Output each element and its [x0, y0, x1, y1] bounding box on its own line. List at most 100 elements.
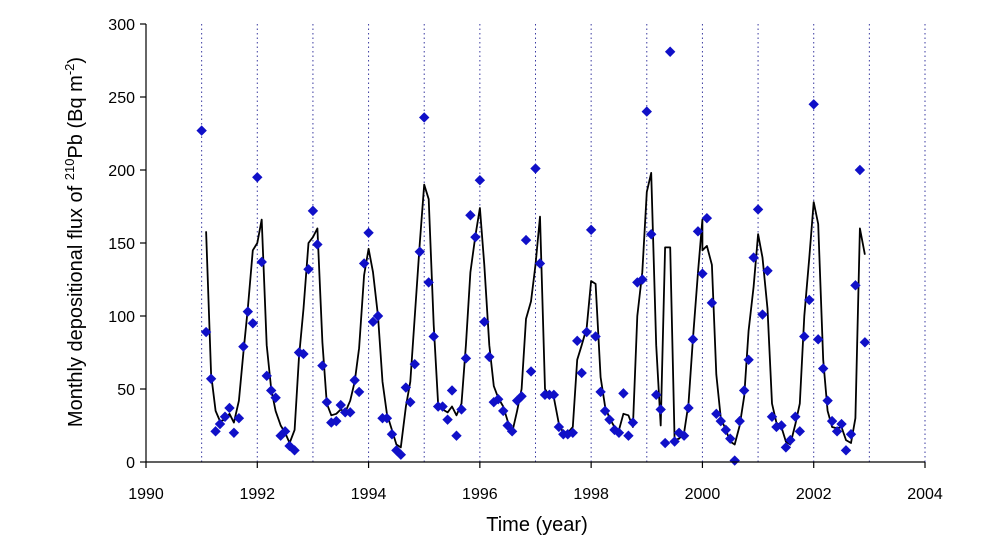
y-axis-title: Monthly depositional flux of 210Pb (Bq m…: [62, 57, 87, 427]
observed-point-46: [409, 358, 420, 370]
observed-point-142: [854, 164, 866, 176]
observed-point-43: [395, 449, 407, 460]
observed-point-111: [711, 408, 722, 420]
observed-point-72: [530, 163, 541, 174]
y-tick-label-250: 250: [108, 90, 135, 107]
observed-point-16: [270, 392, 281, 403]
observed-point-27: [321, 396, 333, 408]
x-tick-label-2002: 2002: [796, 486, 832, 503]
observed-point-80: [567, 427, 578, 438]
y-axis-title-unit-close: ): [65, 57, 87, 64]
y-axis-title-unit-open: (Bq m: [65, 75, 87, 134]
observed-point-41: [386, 429, 398, 440]
observed-point-79: [562, 429, 573, 440]
observed-point-86: [595, 386, 606, 398]
observed-point-22: [298, 348, 309, 360]
model-line: [205, 172, 866, 449]
observed-point-33: [349, 375, 360, 386]
observed-point-5: [219, 411, 231, 422]
observed-point-106: [687, 334, 699, 345]
observed-point-95: [637, 274, 648, 285]
observed-point-126: [780, 442, 792, 453]
observed-point-102: [669, 436, 680, 447]
observed-point-66: [502, 420, 513, 431]
observed-point-32: [345, 407, 356, 418]
observed-point-18: [279, 426, 291, 437]
y-axis-title-isotope-mass: 210: [62, 159, 77, 181]
observed-point-140: [845, 429, 857, 440]
observed-point-0: [196, 125, 207, 136]
observed-point-128: [790, 411, 801, 422]
axes: [140, 23, 926, 468]
observed-point-114: [725, 433, 736, 444]
observed-point-57: [460, 353, 472, 364]
observed-point-85: [590, 331, 601, 342]
observed-point-38: [372, 310, 384, 322]
y-tick-label-300: 300: [108, 17, 135, 34]
y-tick-label-0: 0: [126, 455, 135, 472]
observed-point-62: [484, 351, 495, 363]
observed-point-120: [752, 204, 764, 215]
y-tick-label-150: 150: [108, 236, 135, 253]
vertical-gridlines: [201, 24, 926, 462]
observed-point-40: [381, 413, 393, 424]
observed-point-91: [618, 388, 629, 399]
observed-points-series: [196, 46, 871, 466]
observed-point-84: [585, 224, 597, 236]
observed-point-83: [581, 326, 592, 338]
observed-point-9: [238, 341, 249, 352]
observed-point-14: [261, 370, 272, 382]
x-tick-label-2000: 2000: [685, 486, 721, 503]
observed-point-130: [799, 331, 810, 342]
observed-point-10: [242, 306, 254, 317]
observed-point-97: [646, 229, 657, 240]
observed-point-119: [748, 252, 759, 263]
observed-point-132: [808, 99, 819, 110]
observed-point-113: [720, 424, 731, 436]
observed-point-125: [776, 420, 787, 431]
x-tick-label-1996: 1996: [462, 486, 498, 503]
observed-point-71: [525, 366, 537, 377]
observed-point-7: [228, 427, 240, 438]
observed-point-98: [651, 389, 662, 401]
observed-point-59: [470, 231, 481, 243]
observed-point-3: [210, 426, 221, 437]
observed-point-49: [423, 277, 434, 288]
observed-point-52: [437, 401, 448, 412]
observed-point-58: [465, 210, 476, 221]
observed-point-12: [252, 172, 263, 183]
x-tick-label-1990: 1990: [128, 486, 164, 503]
observed-point-105: [683, 402, 694, 414]
observed-point-34: [353, 386, 365, 398]
observed-point-110: [706, 297, 718, 309]
observed-point-129: [794, 426, 806, 437]
observed-point-123: [766, 411, 778, 422]
observed-point-109: [701, 212, 713, 224]
observed-point-15: [265, 385, 277, 396]
observed-point-133: [812, 334, 824, 345]
observed-point-138: [836, 418, 847, 430]
observed-point-87: [599, 405, 611, 417]
observed-point-122: [762, 265, 773, 276]
observed-point-55: [451, 430, 462, 441]
observed-point-73: [534, 258, 546, 269]
observed-point-76: [548, 389, 560, 401]
observed-point-67: [506, 426, 518, 437]
observed-point-108: [697, 268, 708, 279]
observed-point-141: [850, 280, 861, 291]
observed-point-143: [859, 337, 871, 348]
observed-point-44: [400, 382, 412, 393]
observed-point-116: [734, 415, 745, 427]
observed-point-45: [405, 396, 416, 408]
observed-point-48: [419, 112, 430, 123]
observed-point-127: [785, 434, 796, 446]
observed-point-30: [335, 399, 346, 411]
observed-point-93: [627, 417, 639, 428]
observed-point-70: [520, 234, 532, 246]
observed-point-56: [456, 404, 467, 415]
observed-point-8: [233, 413, 245, 424]
y-tick-label-200: 200: [108, 163, 135, 180]
observed-point-107: [692, 226, 704, 237]
observed-point-1: [200, 326, 212, 338]
y-tick-label-100: 100: [108, 309, 135, 326]
